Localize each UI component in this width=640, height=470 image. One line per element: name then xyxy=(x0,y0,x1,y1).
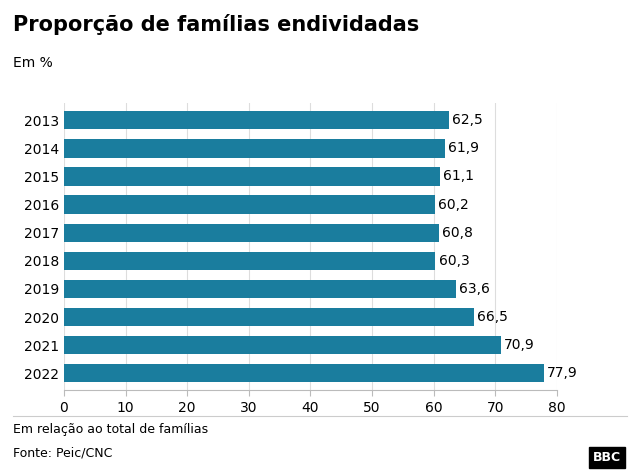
Bar xyxy=(64,308,474,326)
Bar xyxy=(64,280,456,298)
Text: 60,8: 60,8 xyxy=(442,226,472,240)
Text: 60,3: 60,3 xyxy=(438,254,469,268)
Bar xyxy=(64,251,435,270)
Bar xyxy=(64,139,445,157)
Text: 77,9: 77,9 xyxy=(547,366,578,380)
Bar xyxy=(64,364,544,383)
Bar xyxy=(64,224,438,242)
Text: 61,1: 61,1 xyxy=(444,170,474,183)
Bar xyxy=(64,111,449,129)
Bar xyxy=(64,336,500,354)
Text: Proporção de famílias endividadas: Proporção de famílias endividadas xyxy=(13,14,419,35)
Text: 61,9: 61,9 xyxy=(449,141,479,156)
Text: 60,2: 60,2 xyxy=(438,197,468,212)
Bar xyxy=(64,196,435,214)
Text: 63,6: 63,6 xyxy=(459,282,490,296)
Bar xyxy=(64,167,440,186)
Text: Em %: Em % xyxy=(13,56,52,70)
Text: 70,9: 70,9 xyxy=(504,338,534,352)
Text: 62,5: 62,5 xyxy=(452,113,483,127)
Text: 66,5: 66,5 xyxy=(477,310,508,324)
Text: BBC: BBC xyxy=(593,451,621,464)
Text: Em relação ao total de famílias: Em relação ao total de famílias xyxy=(13,423,208,436)
Text: Fonte: Peic/CNC: Fonte: Peic/CNC xyxy=(13,446,112,460)
